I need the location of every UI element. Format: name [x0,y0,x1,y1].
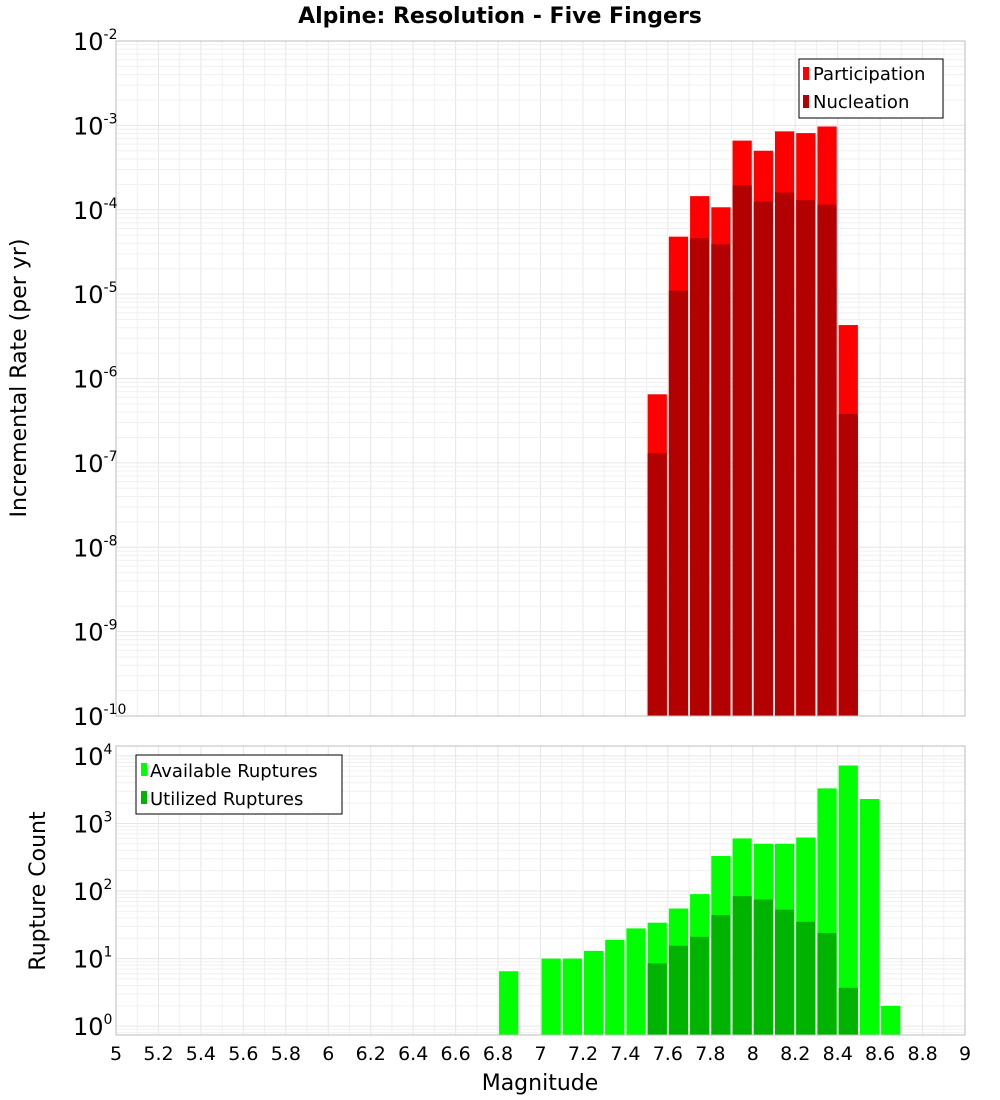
rate-panel-legend: Participation Nucleation [798,58,944,119]
rate-panel-grid [115,40,966,717]
x-tick-label: 6 [322,1043,334,1065]
x-tick-label: 6.8 [483,1043,513,1065]
rate-panel-bars [647,126,858,717]
x-axis-label: Magnitude [482,1071,599,1096]
rate-panel-frame [115,40,966,717]
count-outer-bar [541,958,561,1035]
rate-inner-bar [690,238,710,716]
y-tick-label: 10-5 [73,280,118,309]
x-tick-label: 5.2 [143,1043,173,1065]
count-panel-frame [115,745,966,1036]
y-tick-label: 10-2 [73,27,118,56]
rate-inner-bar [647,453,667,716]
count-panel-y-ticks: 100 101 102 103 104 [73,742,113,1041]
rate-panel: 10-10 10-9 10-8 10-7 10-6 10-5 10-4 10-3 10-2 In… [7,27,966,731]
y-tick-label: 10-4 [73,196,118,225]
utilized-swatch [141,791,147,804]
y-tick-label: 100 [73,1012,112,1041]
rate-inner-bar [838,413,858,716]
x-tick-label: 8.2 [780,1043,810,1065]
count-outer-bar [499,971,519,1035]
count-inner-bar [690,936,710,1035]
rate-panel-y-ticks: 10-10 10-9 10-8 10-7 10-6 10-5 10-4 10-3 10-2 [73,27,126,731]
x-tick-label: 9 [959,1043,971,1065]
count-inner-bar [732,896,752,1035]
count-inner-bar [668,945,689,1035]
chart-title: Alpine: Resolution - Five Fingers [298,4,702,29]
rate-inner-bar [753,201,773,716]
rate-inner-bar [796,200,816,716]
count-inner-bar [753,899,773,1035]
rate-legend-box [798,58,944,119]
x-tick-label: 8.4 [823,1043,853,1065]
x-tick-label: 6.4 [398,1043,428,1065]
count-outer-bar [626,928,646,1035]
x-tick-label: 6.2 [356,1043,386,1065]
y-tick-label: 103 [73,809,112,838]
x-tick-label: 7.4 [610,1043,640,1065]
rate-inner-bar [711,244,731,716]
y-tick-label: 10-8 [73,533,118,562]
available-swatch [141,763,147,776]
x-tick-label: 5.6 [228,1043,258,1065]
y-tick-label: 10-10 [73,702,126,731]
legend-nucleation-label: Nucleation [813,92,909,113]
rate-panel-y-label: Incremental Rate (per yr) [7,239,32,518]
x-tick-label: 7.8 [695,1043,725,1065]
x-tick-label: 7.2 [568,1043,598,1065]
legend-utilized-label: Utilized Ruptures [150,789,303,810]
y-tick-label: 10-6 [73,365,118,394]
x-tick-label: 7.6 [653,1043,683,1065]
y-tick-label: 101 [73,945,112,974]
x-tick-label: 6.6 [440,1043,470,1065]
count-outer-bar [859,799,880,1035]
count-panel-legend: Available Ruptures Utilized Ruptures [135,754,343,815]
x-tick-label: 8.8 [907,1043,937,1065]
x-tick-label: 7 [534,1043,546,1065]
y-tick-label: 10-7 [73,449,118,478]
x-tick-label: 5 [110,1043,122,1065]
rate-inner-bar [732,185,752,716]
count-outer-bar [605,939,625,1035]
legend-participation-label: Participation [813,64,925,85]
x-tick-label: 5.8 [271,1043,301,1065]
y-tick-label: 10-9 [73,618,118,647]
participation-swatch [803,67,809,80]
count-panel-bars [499,765,901,1035]
x-tick-label: 8 [747,1043,759,1065]
rate-inner-bar [817,204,837,716]
x-tick-label: 8.6 [865,1043,895,1065]
count-legend-box [135,754,343,815]
count-outer-bar [881,1005,901,1035]
rate-inner-bar [668,290,689,716]
count-inner-bar [838,987,858,1035]
count-outer-bar [583,950,604,1035]
y-tick-label: 10-3 [73,111,118,140]
count-inner-bar [774,909,795,1035]
count-outer-bar [562,958,582,1035]
y-tick-label: 104 [73,742,113,771]
nucleation-swatch [803,95,809,108]
rate-inner-bar [774,192,795,716]
count-inner-bar [796,921,816,1035]
count-outer-bar [838,765,858,1035]
x-axis-ticks: 5 5.2 5.4 5.6 5.8 6 6.2 6.4 6.6 6.8 7 7.2 7.4 7.6 7.8 8… [110,1043,971,1065]
legend-available-label: Available Ruptures [150,761,318,782]
y-tick-label: 102 [73,877,112,906]
count-inner-bar [647,963,667,1035]
count-panel-y-label: Rupture Count [26,811,51,971]
x-tick-label: 5.4 [186,1043,216,1065]
count-inner-bar [817,932,837,1035]
count-panel: 100 101 102 103 104 Rupture Count Available … [26,742,966,1041]
count-inner-bar [711,915,731,1035]
